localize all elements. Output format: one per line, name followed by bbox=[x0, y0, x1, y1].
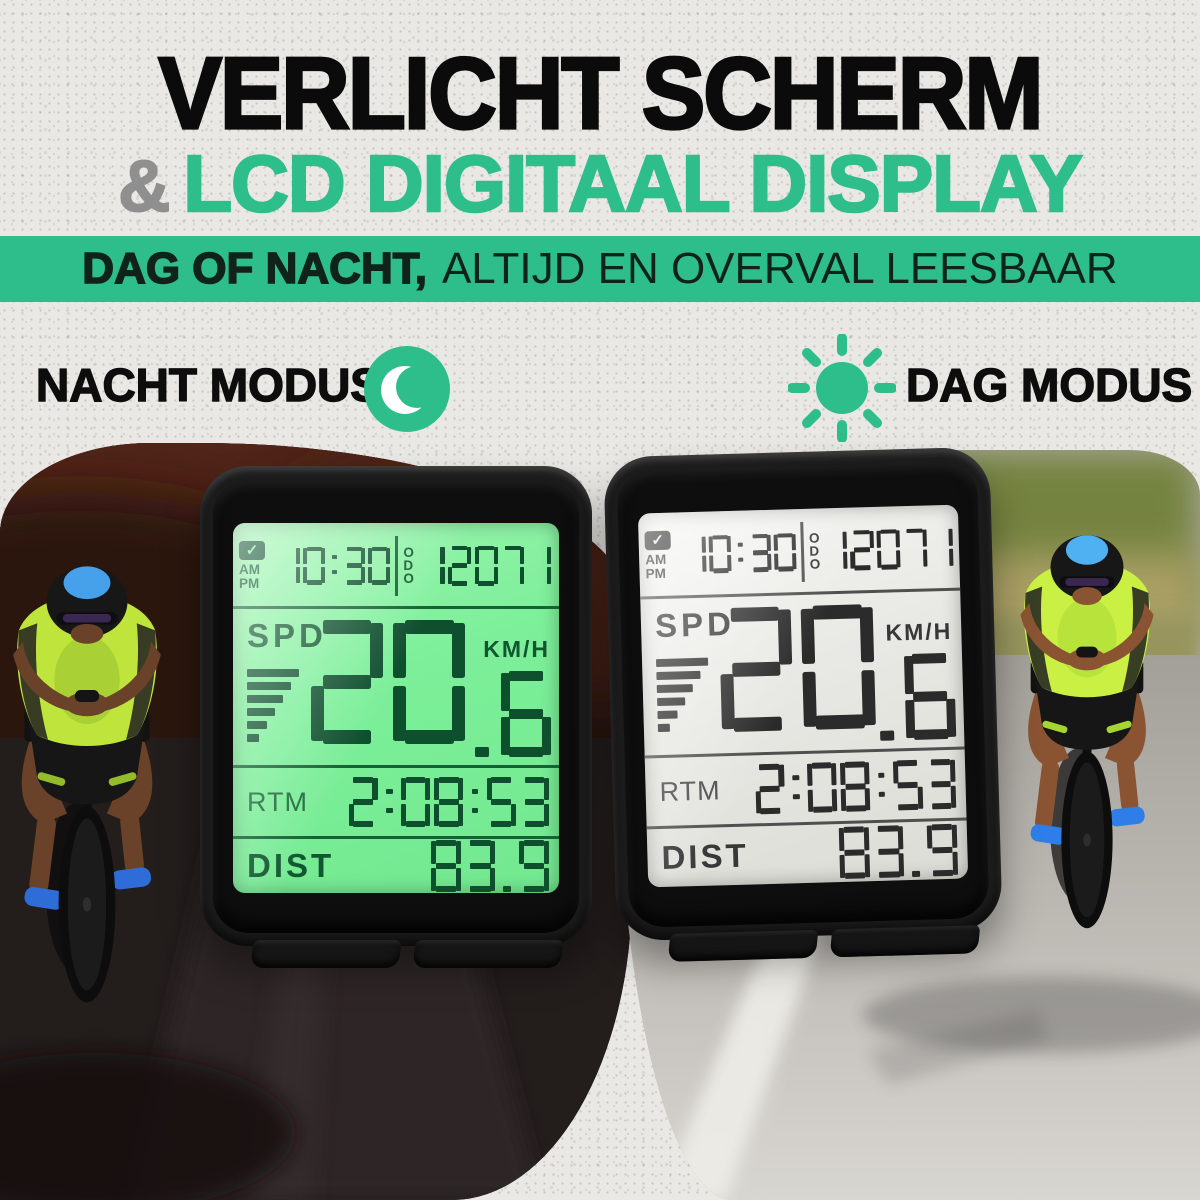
odo-label: ODO bbox=[403, 545, 414, 586]
lcd-clock-row: ✓ AM PM ODO bbox=[233, 523, 559, 609]
page-subtitle: & LCD DIGITAAL DISPLAY bbox=[0, 138, 1200, 230]
ampm-labels: AM PM bbox=[239, 561, 277, 591]
dist-label: DIST bbox=[660, 836, 750, 877]
am-label: AM bbox=[644, 551, 667, 567]
tagline-regular-text: ALTIJD EN OVERVAL LEESBAAR bbox=[441, 244, 1118, 293]
bike-computer-night: ✓ AM PM ODO SPD KM/H RTM DIST bbox=[200, 466, 592, 968]
am-label: AM bbox=[239, 561, 260, 577]
lcd-status-column: ✓ AM PM bbox=[239, 540, 277, 591]
pm-label: PM bbox=[239, 575, 260, 591]
speed-bars-icon bbox=[247, 669, 299, 747]
speed-unit-label: KM/H bbox=[483, 636, 550, 662]
pm-label: PM bbox=[645, 565, 667, 581]
odometer-display bbox=[823, 527, 954, 571]
lcd-screen: ✓ AM PM ODO SPD KM/H RTM DIST bbox=[233, 523, 559, 893]
lcd-ridetime-row: RTM bbox=[233, 768, 559, 839]
lcd-speed-row: SPD KM/H bbox=[233, 609, 559, 768]
lcd-clock-row: ✓ AM PM ODO bbox=[637, 504, 961, 600]
lcd-speed-row: SPD KM/H bbox=[640, 590, 965, 759]
bike-computer-day: ✓ AM PM ODO SPD KM/H RTM DIST bbox=[603, 446, 1003, 962]
clock-display bbox=[278, 546, 391, 585]
sun-icon bbox=[787, 333, 897, 443]
lcd-vertical-divider bbox=[395, 535, 399, 596]
speed-display bbox=[719, 604, 877, 732]
page-title: VERLICHT SCHERM bbox=[157, 36, 1045, 152]
lcd-distance-row: DIST bbox=[233, 839, 559, 893]
rtm-label: RTM bbox=[247, 786, 308, 817]
check-icon: ✓ bbox=[239, 540, 265, 560]
device-button-right bbox=[829, 925, 981, 958]
speed-fraction-display bbox=[470, 671, 551, 757]
tagline-bold-text: DAG OF NACHT, bbox=[81, 243, 427, 294]
check-icon: ✓ bbox=[644, 530, 671, 550]
dist-label: DIST bbox=[247, 847, 335, 884]
distance-display bbox=[430, 840, 549, 892]
day-mode-label: DAG MODUS bbox=[905, 358, 1193, 411]
spd-label: SPD bbox=[247, 617, 327, 654]
ride-time-display bbox=[348, 777, 549, 827]
device-button-left bbox=[250, 940, 402, 968]
clock-display bbox=[684, 532, 797, 574]
speed-bars-icon bbox=[655, 657, 710, 737]
ampm-labels: AM PM bbox=[644, 551, 684, 581]
device-button-left bbox=[667, 929, 819, 962]
device-button-right bbox=[412, 940, 564, 968]
rtm-label: RTM bbox=[659, 774, 722, 807]
lcd-status-column: ✓ AM PM bbox=[644, 530, 683, 581]
night-mode-label: NACHT MODUS bbox=[35, 358, 381, 411]
subtitle-text: LCD DIGITAAL DISPLAY bbox=[182, 138, 1084, 230]
ampersand: & bbox=[117, 146, 171, 228]
moon-icon bbox=[364, 346, 450, 432]
speed-unit-label: KM/H bbox=[885, 617, 953, 646]
tagline-banner: DAG OF NACHT, ALTIJD EN OVERVAL LEESBAAR bbox=[0, 236, 1200, 302]
odo-label: ODO bbox=[808, 530, 821, 572]
lcd-distance-row: DIST bbox=[647, 820, 968, 887]
distance-display bbox=[838, 823, 959, 879]
speed-fraction-display bbox=[873, 652, 957, 741]
ride-time-display bbox=[754, 758, 957, 815]
lcd-ridetime-row: RTM bbox=[644, 749, 967, 830]
odometer-display bbox=[421, 545, 551, 586]
lcd-screen: ✓ AM PM ODO SPD KM/H RTM DIST bbox=[637, 504, 969, 888]
lcd-vertical-divider bbox=[800, 521, 806, 582]
speed-display bbox=[311, 620, 466, 744]
